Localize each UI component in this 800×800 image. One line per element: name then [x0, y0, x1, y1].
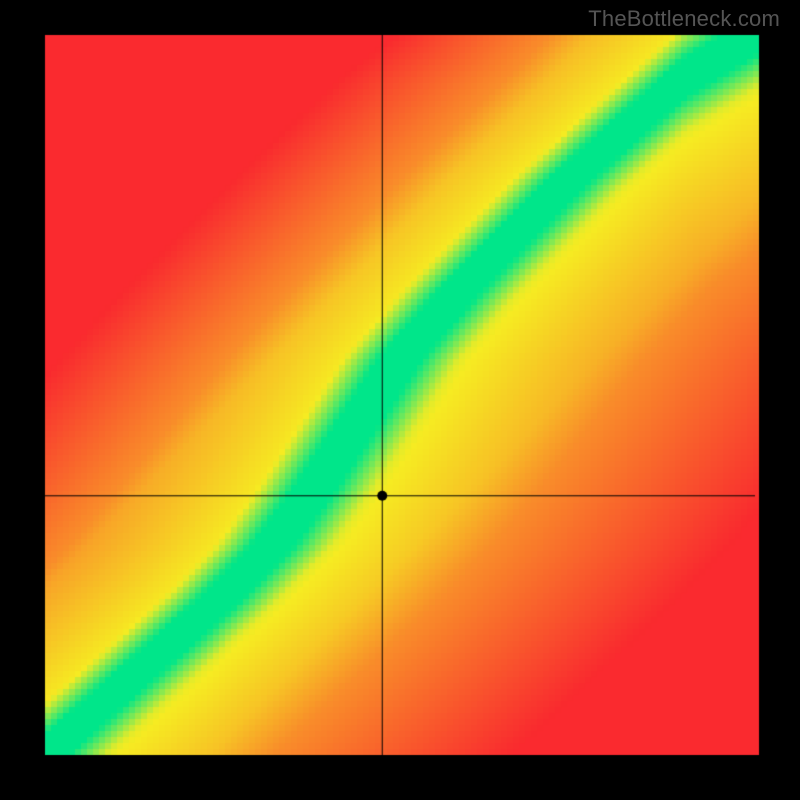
heatmap-canvas [0, 0, 800, 800]
watermark-text: TheBottleneck.com [588, 6, 780, 32]
chart-container: TheBottleneck.com [0, 0, 800, 800]
